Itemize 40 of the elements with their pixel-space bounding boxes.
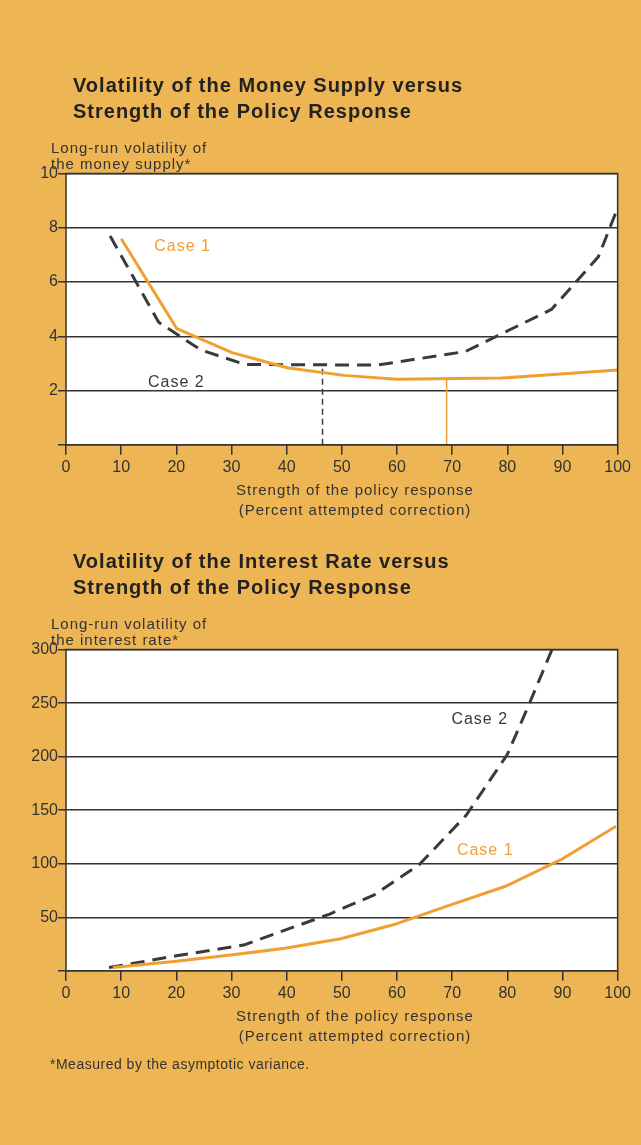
x-tick-label: 100 [604, 983, 632, 1001]
x-tick-label: 40 [277, 457, 296, 475]
x-tick-label: 80 [498, 457, 517, 475]
x-tick-label: 60 [388, 457, 406, 475]
x-tick-label: 90 [553, 457, 572, 475]
y-tick-label: 6 [49, 272, 59, 290]
x-axis-title: Strength of the policy response (Percent attempted correction) [235, 480, 475, 520]
x-tick-label: 10 [112, 983, 131, 1001]
x-tick-label: 80 [498, 983, 517, 1001]
x-tick-label: 20 [167, 983, 186, 1001]
series-label: Case 1 [456, 841, 514, 859]
y-tick-label: 150 [31, 800, 59, 818]
x-tick-label: 70 [443, 983, 462, 1001]
chart-title: Volatility of the Money Supply versus Strength of the Policy Response [73, 73, 465, 124]
chart-title: Volatility of the Interest Rate versus Strength of the Policy Response [73, 549, 451, 600]
y-tick-label: 50 [40, 907, 59, 925]
x-tick-label: 50 [332, 457, 351, 475]
y-tick-label: 100 [31, 854, 59, 872]
y-tick-label: 4 [49, 326, 59, 344]
y-tick-label: 8 [49, 218, 59, 236]
x-tick-label: 0 [61, 457, 71, 475]
x-tick-label: 100 [604, 457, 632, 475]
x-tick-label: 70 [443, 457, 462, 475]
x-tick-label: 30 [222, 983, 241, 1001]
x-tick-label: 10 [112, 457, 131, 475]
series-label: Case 2 [451, 709, 509, 727]
x-tick-label: 30 [222, 457, 241, 475]
y-tick-label: 200 [31, 747, 59, 765]
series-label: Case 2 [147, 372, 205, 390]
x-tick-label: 0 [61, 983, 71, 1001]
x-tick-label: 20 [167, 457, 186, 475]
x-tick-label: 50 [332, 983, 351, 1001]
y-tick-label: 2 [49, 380, 59, 398]
x-axis-title: Strength of the policy response (Percent attempted correction) [235, 1006, 475, 1046]
x-tick-label: 40 [277, 983, 296, 1001]
text: *Measured by the asymptotic variance. [50, 1056, 311, 1072]
x-tick-label: 90 [553, 983, 572, 1001]
x-tick-label: 60 [388, 983, 406, 1001]
y-tick-label: 250 [31, 693, 59, 711]
series-label: Case 1 [154, 237, 211, 255]
